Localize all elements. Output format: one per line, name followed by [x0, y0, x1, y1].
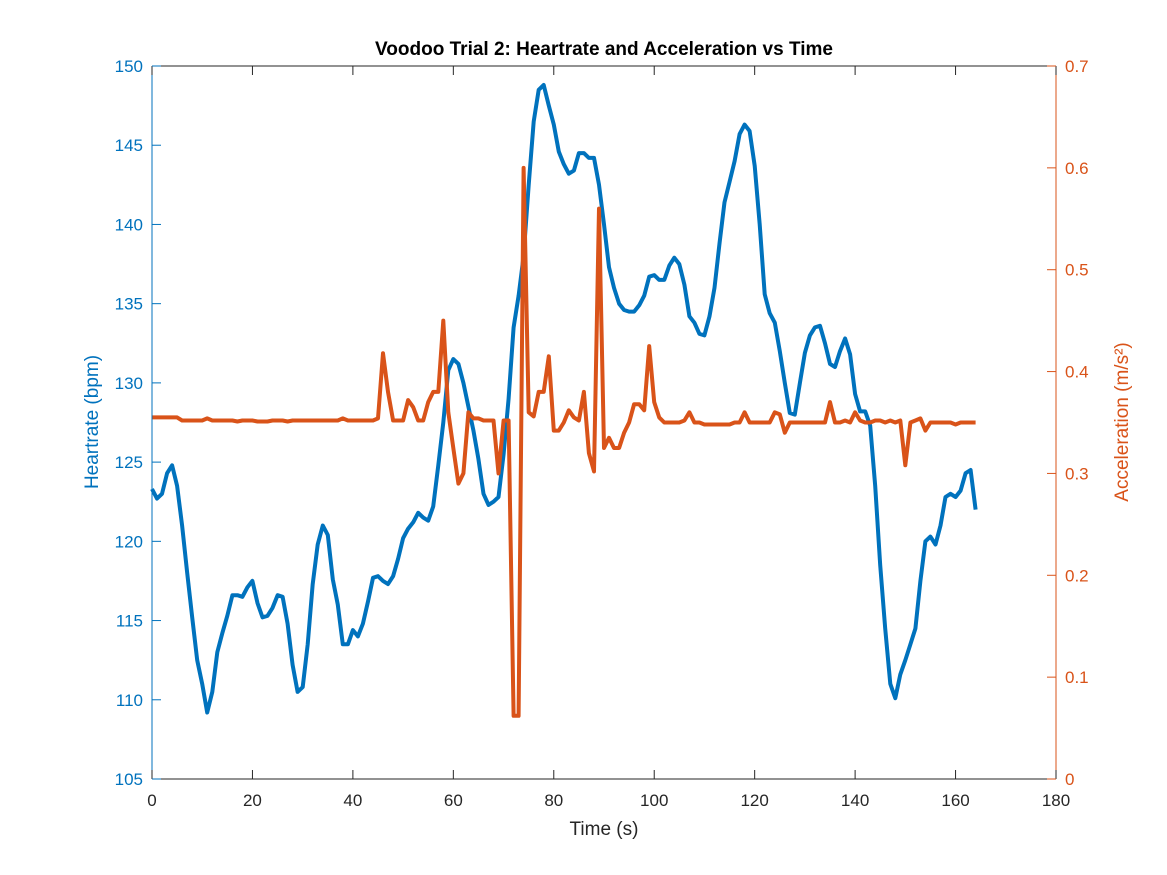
x-tick-label: 80	[544, 791, 563, 810]
y-right-tick-label: 0.7	[1065, 57, 1089, 76]
y-left-tick-label: 145	[115, 136, 143, 155]
axes-layer	[151, 65, 1057, 780]
acceleration-line	[152, 165, 976, 718]
y-left-tick-label: 110	[116, 691, 143, 710]
x-tick-label: 20	[243, 791, 262, 810]
left-axis-label: Heartrate (bpm)	[82, 355, 103, 489]
y-right-tick-label: 0	[1065, 770, 1074, 789]
y-left-tick-label: 150	[115, 57, 143, 76]
y-right-tick-label: 0.1	[1065, 668, 1089, 687]
x-tick-label: 140	[841, 791, 869, 810]
y-left-tick-label: 120	[115, 532, 143, 551]
right-axis-label: Acceleration (m/s²)	[1112, 342, 1133, 501]
chart-title: Voodoo Trial 2: Heartrate and Accelerati…	[375, 39, 833, 60]
y-right-tick-label: 0.6	[1065, 159, 1089, 178]
series-layer	[150, 83, 978, 718]
y-left-tick-label: 125	[115, 453, 143, 472]
y-right-tick-label: 0.3	[1065, 464, 1089, 483]
x-tick-label: 120	[740, 791, 768, 810]
y-right-tick-label: 0.4	[1065, 363, 1089, 382]
y-left-tick-label: 105	[115, 770, 143, 789]
y-left-tick-label: 140	[115, 215, 143, 234]
x-axis-label: Time (s)	[570, 819, 639, 840]
y-right-tick-label: 0.5	[1065, 261, 1089, 280]
x-tick-label: 100	[640, 791, 668, 810]
y-right-tick-label: 0.2	[1065, 566, 1089, 585]
y-left-tick-label: 130	[115, 374, 143, 393]
heartrate-line	[150, 83, 978, 715]
x-tick-label: 160	[941, 791, 969, 810]
y-left-tick-label: 135	[115, 295, 143, 314]
x-tick-label: 40	[343, 791, 362, 810]
y-left-tick-label: 115	[116, 612, 143, 631]
x-tick-label: 60	[444, 791, 463, 810]
x-tick-label: 0	[147, 791, 156, 810]
x-tick-label: 180	[1042, 791, 1070, 810]
ticks-layer: 0 20 40 60 80 100 120 140 160 180 105 110 115 120 125 1…	[115, 57, 1089, 810]
